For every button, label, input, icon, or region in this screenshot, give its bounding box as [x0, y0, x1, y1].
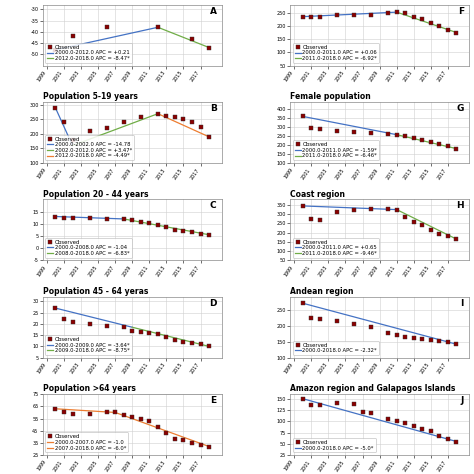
- Legend: Observed, 2000.0-2008.0 APC = -1.04, 2008.0-2018.0 APC = -6.83*: Observed, 2000.0-2008.0 APC = -1.04, 200…: [46, 238, 131, 258]
- Legend: Observed, 2000.0-2018.0 APC = -2.32*: Observed, 2000.0-2018.0 APC = -2.32*: [292, 341, 379, 355]
- Text: Population 5-19 years: Population 5-19 years: [43, 92, 137, 101]
- Text: B: B: [210, 104, 217, 113]
- Text: G: G: [456, 104, 464, 113]
- Text: Population 45 - 64 yeras: Population 45 - 64 yeras: [43, 287, 148, 296]
- Text: C: C: [210, 201, 217, 210]
- Legend: Observed, 2000.0-2009.0 APC = -3.64*, 2009.0-2018.0 APC = -8.75*: Observed, 2000.0-2009.0 APC = -3.64*, 20…: [46, 335, 132, 355]
- Text: Female population: Female population: [290, 92, 371, 101]
- Text: Population >64 years: Population >64 years: [43, 384, 136, 393]
- Text: H: H: [456, 201, 464, 210]
- Legend: Observed, 2000.0-2011.0 APC = -1.59*, 2011.0-2018.0 APC = -6.46*: Observed, 2000.0-2011.0 APC = -1.59*, 20…: [292, 140, 379, 160]
- Legend: Observed, 2000.0-2011.0 APC = +0.06, 2011.0-2018.0 APC = -6.92*: Observed, 2000.0-2011.0 APC = +0.06, 201…: [292, 43, 379, 63]
- Text: F: F: [458, 7, 464, 16]
- Text: Andean region: Andean region: [290, 287, 354, 296]
- Legend: Observed, 2000.0-2018.0 APC = -5.0*: Observed, 2000.0-2018.0 APC = -5.0*: [292, 438, 375, 452]
- Text: Coast region: Coast region: [290, 190, 345, 199]
- Text: Population 20 - 44 years: Population 20 - 44 years: [43, 190, 148, 199]
- Text: A: A: [210, 7, 217, 16]
- Legend: Observed, 2000.0-2011.0 APC = +0.65, 2011.0-2018.0 APC = -9.46*: Observed, 2000.0-2011.0 APC = +0.65, 201…: [292, 238, 379, 258]
- Text: J: J: [461, 396, 464, 405]
- Legend: Observed, 2000.0-2007.0 APC = -1.0, 2007.0-2018.0 APC = -6.0*: Observed, 2000.0-2007.0 APC = -1.0, 2007…: [46, 432, 128, 452]
- Text: Amazon region and Galapagos Islands: Amazon region and Galapagos Islands: [290, 384, 456, 393]
- Text: I: I: [461, 299, 464, 308]
- Text: E: E: [210, 396, 217, 405]
- Legend: Observed, 2000.0-2002.0 APC = -14.78, 2002.0-2012.0 APC = +3.47*, 2012.0-2018.0 : Observed, 2000.0-2002.0 APC = -14.78, 20…: [46, 135, 134, 160]
- Legend: Observed, 2000.0-2012.0 APC = +0.21, 2012.0-2018.0 APC = -8.47*: Observed, 2000.0-2012.0 APC = +0.21, 201…: [46, 43, 132, 63]
- Text: D: D: [209, 299, 217, 308]
